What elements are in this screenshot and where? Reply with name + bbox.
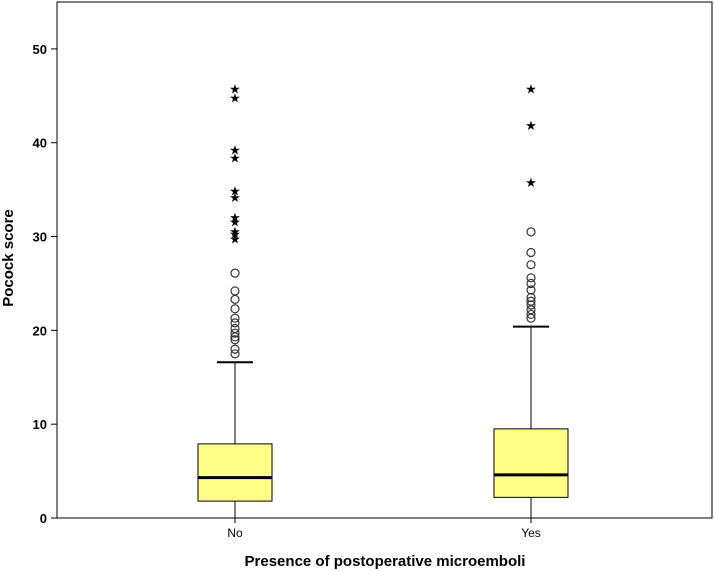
y-tick-label: 0	[40, 511, 47, 526]
y-tick-label: 50	[33, 42, 47, 57]
outlier-point	[230, 318, 240, 328]
extreme-point: ★	[229, 232, 241, 247]
outlier-point	[230, 313, 240, 323]
outlier-point	[230, 344, 240, 354]
extreme-point: ★	[229, 211, 241, 226]
outlier-point	[526, 285, 536, 295]
plot-frame	[56, 1, 713, 519]
outlier-point	[230, 286, 240, 296]
extreme-point: ★	[525, 176, 537, 191]
outlier-point	[526, 227, 536, 237]
outlier-point	[230, 294, 240, 305]
extreme-point: ★	[229, 225, 241, 240]
y-tick-label: 10	[33, 417, 47, 432]
outlier-point	[230, 323, 240, 334]
extreme-point: ★	[229, 216, 241, 231]
extreme-point: ★	[229, 152, 241, 167]
outlier-point	[230, 268, 240, 278]
outlier-point	[230, 335, 240, 345]
x-tick-label-yes: Yes	[521, 526, 541, 540]
extreme-point: ★	[229, 92, 241, 107]
outlier-point	[526, 309, 536, 320]
outlier-point	[230, 304, 240, 314]
y-axis-title: Pocock score	[0, 209, 17, 307]
outlier-point	[526, 260, 536, 270]
extreme-point: ★	[525, 82, 537, 97]
box-group-no: ★★★★★★★★★★★	[197, 82, 273, 519]
outlier-point	[526, 273, 536, 283]
y-tick-label: 30	[33, 230, 47, 245]
extreme-point: ★	[525, 119, 537, 134]
outlier-point	[526, 305, 536, 315]
box-group-yes: ★ ★ ★	[493, 82, 569, 519]
extreme-point: ★	[229, 185, 241, 200]
outlier-point	[526, 296, 536, 306]
iqr-box	[197, 443, 273, 502]
iqr-box	[493, 428, 569, 498]
x-axis-title: Presence of postoperative microemboli	[245, 553, 526, 570]
outlier-point	[230, 328, 240, 338]
outlier-point	[230, 349, 240, 359]
y-tick-label: 40	[33, 136, 47, 151]
y-tick-label: 20	[33, 323, 47, 338]
extreme-point: ★	[229, 143, 241, 158]
x-tick-label-no: No	[227, 526, 243, 540]
outlier-point	[526, 278, 536, 289]
outlier-point	[526, 247, 536, 258]
extreme-point: ★	[229, 191, 241, 206]
extreme-point: ★	[229, 82, 241, 97]
extreme-point: ★	[229, 228, 241, 243]
